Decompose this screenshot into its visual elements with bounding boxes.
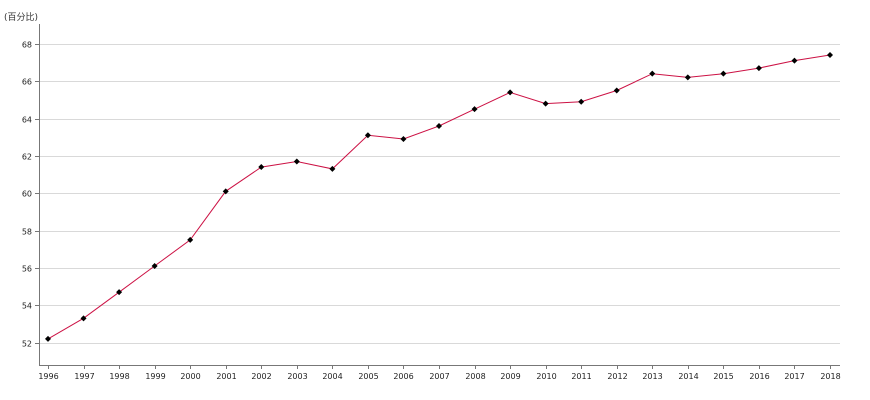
x-tick-label: 1999 — [145, 372, 165, 381]
y-tick-label: 66 — [22, 78, 32, 87]
data-point-marker — [222, 188, 229, 195]
x-tick-label: 2015 — [713, 372, 733, 381]
data-point-marker — [151, 263, 158, 270]
y-tick-label: 58 — [22, 228, 32, 237]
x-tick-label: 1996 — [38, 372, 58, 381]
x-tick-label: 2016 — [749, 372, 769, 381]
data-point-marker — [400, 136, 407, 143]
x-tick-label: 2018 — [820, 372, 840, 381]
y-tick-label: 68 — [22, 41, 32, 50]
data-point-marker — [827, 52, 833, 59]
data-point-marker — [613, 87, 620, 94]
y-tick-label: 60 — [22, 190, 32, 199]
y-tick-label: 64 — [22, 116, 32, 125]
data-point-marker — [649, 70, 656, 77]
data-point-marker — [791, 57, 798, 64]
data-point-marker — [507, 89, 514, 96]
data-point-marker — [329, 165, 336, 172]
data-point-marker — [471, 106, 478, 113]
x-tick-label: 2014 — [678, 372, 698, 381]
x-tick-label: 2010 — [536, 372, 556, 381]
x-tick-label: 2004 — [322, 372, 342, 381]
data-point-marker — [720, 70, 727, 77]
y-tick-label: 54 — [22, 302, 32, 311]
data-point-marker — [364, 132, 371, 139]
data-point-marker — [578, 98, 585, 105]
x-tick-label: 1997 — [74, 372, 94, 381]
data-point-marker — [293, 158, 300, 165]
x-tick-label: 2005 — [358, 372, 378, 381]
data-point-marker — [116, 289, 123, 296]
data-point-marker — [684, 74, 691, 81]
data-point-marker — [45, 335, 51, 342]
data-point-marker — [542, 100, 549, 107]
x-tick-label: 2003 — [287, 372, 307, 381]
data-point-marker — [436, 122, 442, 129]
series-line — [47, 54, 831, 340]
x-tick-label: 2002 — [251, 372, 271, 381]
x-tick-label: 2013 — [642, 372, 662, 381]
y-tick-label: 56 — [22, 265, 32, 274]
x-tick-label: 1998 — [109, 372, 129, 381]
x-tick-label: 2006 — [393, 372, 413, 381]
x-tick-label: 2008 — [465, 372, 485, 381]
y-tick-label: 52 — [22, 340, 32, 349]
x-tick-label: 2011 — [571, 372, 591, 381]
x-tick-label: 2007 — [429, 372, 449, 381]
data-point-marker — [187, 236, 194, 243]
y-tick-label: 62 — [22, 153, 32, 162]
x-tick-label: 2001 — [216, 372, 236, 381]
data-point-marker — [258, 164, 265, 171]
data-point-marker — [80, 315, 87, 322]
y-axis-unit-label: (百分比) — [4, 13, 39, 23]
x-tick-label: 2009 — [500, 372, 520, 381]
x-tick-label: 2017 — [784, 372, 804, 381]
data-point-marker — [755, 65, 762, 72]
x-tick-label: 2000 — [180, 372, 200, 381]
x-tick-label: 2012 — [607, 372, 627, 381]
